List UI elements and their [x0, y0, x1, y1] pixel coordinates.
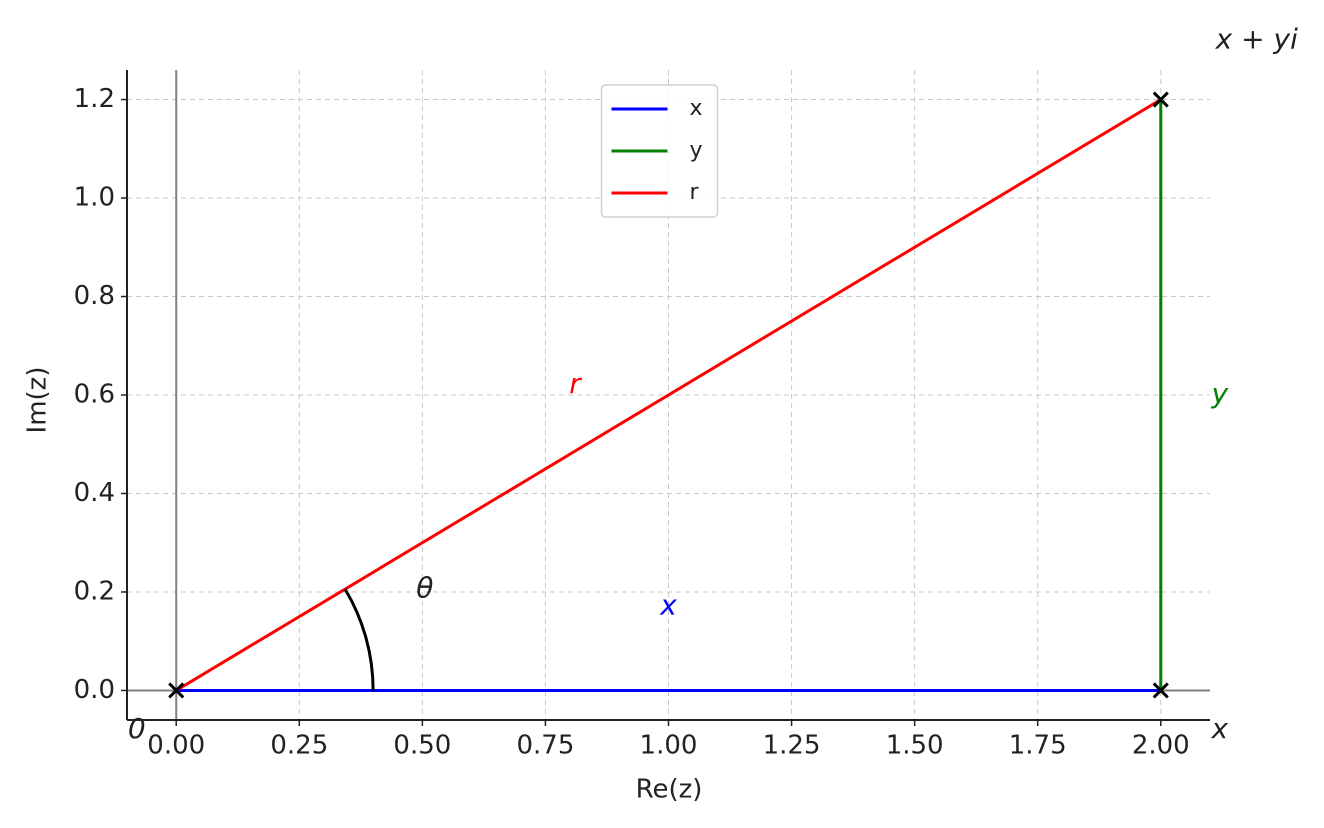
annotation: x [659, 589, 677, 622]
legend: xyr [600, 84, 719, 218]
marker [1152, 682, 1169, 699]
marker [1152, 91, 1169, 108]
annotation: x [1211, 712, 1229, 745]
x-tick-label: 1.25 [763, 731, 821, 761]
y-tick-label: 0.0 [74, 675, 115, 705]
x-tick-label: 0.00 [147, 731, 205, 761]
series-line [175, 98, 1162, 692]
annotation: 0 [128, 712, 146, 745]
x-tick-label: 1.00 [640, 731, 698, 761]
annotation: θ [416, 572, 433, 605]
y-tick-label: 0.2 [74, 576, 115, 606]
y-tick-label: 0.8 [74, 281, 115, 311]
legend-label: r [690, 180, 700, 205]
x-tick-label: 0.50 [393, 731, 451, 761]
y-tick-label: 0.6 [74, 380, 115, 410]
annotation: r [569, 367, 582, 400]
legend-label: y [690, 138, 703, 163]
y-tick-label: 0.4 [74, 478, 115, 508]
marker [168, 682, 185, 699]
x-tick-label: 0.25 [270, 731, 328, 761]
angle-arc [343, 588, 375, 691]
marker-cross [168, 682, 185, 699]
y-tick-label: 1.2 [74, 84, 115, 114]
x-tick-label: 1.75 [1009, 731, 1067, 761]
x-tick-label: 1.50 [886, 731, 944, 761]
legend-label: x [690, 96, 703, 121]
y-tick-label: 1.0 [74, 183, 115, 213]
x-tick-label: 2.00 [1132, 731, 1190, 761]
x-tick-label: 0.75 [516, 731, 574, 761]
y-axis-label: Im(z) [23, 367, 53, 434]
annotation: x + yi [1215, 22, 1298, 55]
marker-cross [1152, 682, 1169, 699]
marker-cross [1152, 91, 1169, 108]
annotation: y [1211, 377, 1229, 410]
x-axis-label: Re(z) [636, 775, 703, 805]
